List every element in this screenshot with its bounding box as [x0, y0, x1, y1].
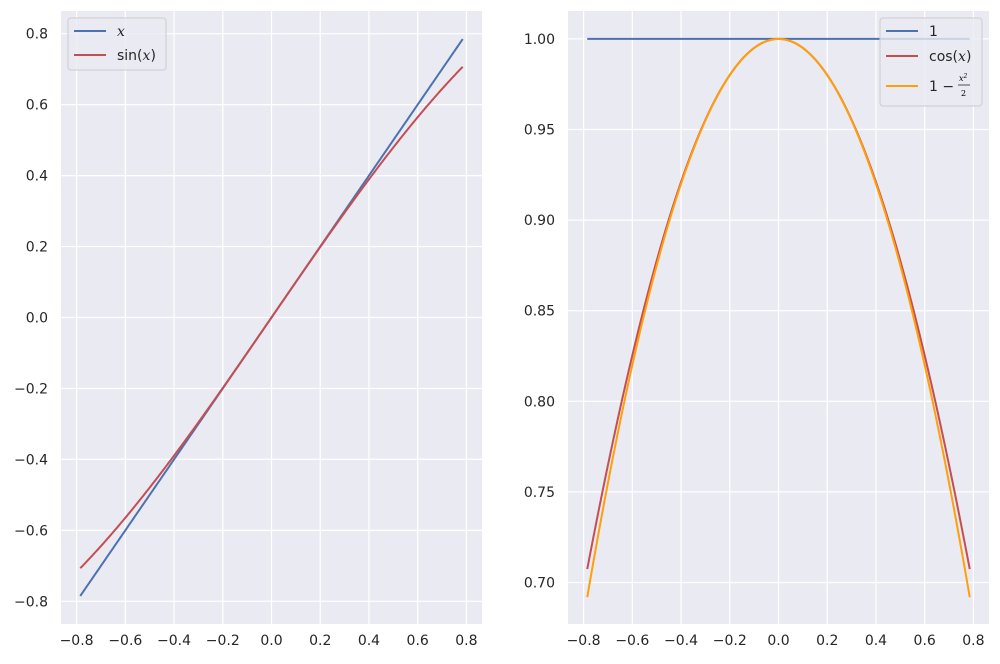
- x-tick-label: 0.8: [455, 633, 477, 649]
- y-tick-label: 0.90: [524, 213, 555, 229]
- right-x-ticks: −0.8 −0.6 −0.4 −0.2 0.0 0.2 0.4 0.6 0.8: [567, 633, 985, 649]
- left-legend: x sin(x): [67, 17, 167, 71]
- y-tick-label: 0.80: [524, 394, 555, 410]
- svg-text:2: 2: [961, 89, 966, 98]
- left-lines: [79, 38, 464, 597]
- svg-text:x2: x2: [959, 73, 968, 83]
- x-tick-label: 0.8: [962, 633, 984, 649]
- y-tick-label: 0.0: [26, 311, 48, 327]
- right-legend-frame: [879, 17, 983, 107]
- right-y-ticks: 0.70 0.75 0.80 0.85 0.90 0.95 1.00: [524, 32, 555, 592]
- x-tick-label: 0.6: [407, 633, 429, 649]
- y-tick-label: −0.4: [14, 452, 48, 468]
- svg-text:1 −: 1 −: [929, 79, 954, 95]
- legend-label-sin: sin(x): [117, 48, 156, 64]
- right-legend: 1 cos(x) 1 − x2 2: [879, 17, 983, 107]
- left-grid: [61, 11, 482, 624]
- x-tick-label: −0.8: [567, 633, 601, 649]
- y-tick-label: 0.8: [26, 27, 48, 43]
- x-tick-label: −0.2: [206, 633, 240, 649]
- y-tick-label: 0.70: [524, 576, 555, 592]
- x-tick-label: 0.2: [309, 633, 331, 649]
- x-tick-label: −0.6: [615, 633, 649, 649]
- y-tick-label: −0.2: [14, 381, 48, 397]
- x-tick-label: −0.4: [664, 633, 698, 649]
- y-tick-label: 0.95: [524, 123, 555, 139]
- x-tick-label: 0.4: [865, 633, 887, 649]
- series-line: [79, 66, 464, 569]
- x-tick-label: 0.4: [358, 633, 380, 649]
- y-tick-label: 0.6: [26, 98, 48, 114]
- x-tick-label: 0.2: [816, 633, 838, 649]
- right-axes: −0.8 −0.6 −0.4 −0.2 0.0 0.2 0.4 0.6 0.8 0.70 0.75…: [524, 11, 989, 649]
- x-tick-label: −0.4: [157, 633, 191, 649]
- left-x-ticks: −0.8 −0.6 −0.4 −0.2 0.0 0.2 0.4 0.6 0.8: [60, 633, 478, 649]
- legend-label-one: 1: [929, 24, 938, 40]
- x-tick-label: 0.0: [767, 633, 789, 649]
- legend-label-taylor: 1 − x2 2: [929, 73, 970, 98]
- y-tick-label: 0.75: [524, 485, 555, 501]
- y-tick-label: 0.4: [26, 169, 48, 185]
- series-line: [586, 37, 971, 598]
- y-tick-label: −0.6: [14, 523, 48, 539]
- y-tick-label: 0.85: [524, 304, 555, 320]
- x-tick-label: −0.6: [108, 633, 142, 649]
- y-tick-label: 1.00: [524, 32, 555, 48]
- y-tick-label: 0.2: [26, 240, 48, 256]
- left-y-ticks: −0.8 −0.6 −0.4 −0.2 0.0 0.2 0.4 0.6 0.8: [14, 27, 48, 611]
- x-tick-label: −0.8: [60, 633, 94, 649]
- x-tick-label: 0.6: [914, 633, 936, 649]
- y-tick-label: −0.8: [14, 594, 48, 610]
- left-axes: −0.8 −0.6 −0.4 −0.2 0.0 0.2 0.4 0.6 0.8 −0.8 −0.6…: [14, 11, 482, 649]
- x-tick-label: 0.0: [260, 633, 282, 649]
- legend-label-x: x: [117, 24, 125, 40]
- legend-label-cos: cos(x): [929, 49, 971, 65]
- x-tick-label: −0.2: [713, 633, 747, 649]
